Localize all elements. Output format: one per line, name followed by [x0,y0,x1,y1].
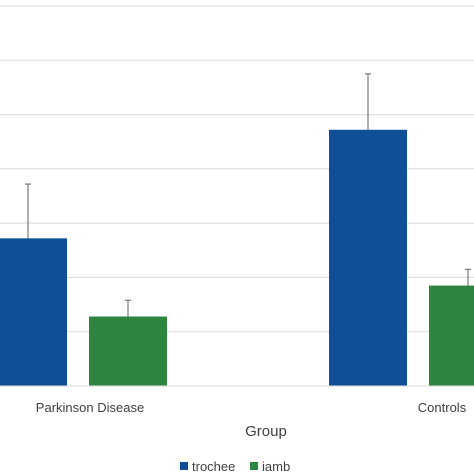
legend: trochee iamb [180,459,290,474]
x-tick-label: Parkinson Disease [36,400,144,415]
bars [0,129,474,386]
bar-trochee-1 [329,129,407,386]
x-tick-label: Controls [418,400,467,415]
x-axis-title: Group [245,423,287,440]
gridlines [0,5,474,333]
bar-trochee-0 [0,238,67,386]
legend-label-trochee: trochee [192,459,235,474]
bar-iamb-0 [89,316,167,386]
x-tick-labels: Parkinson Disease Controls [36,400,467,415]
legend-swatch-iamb [250,462,258,470]
legend-label-iamb: iamb [262,459,290,474]
bar-iamb-1 [429,285,474,386]
legend-swatch-trochee [180,462,188,470]
